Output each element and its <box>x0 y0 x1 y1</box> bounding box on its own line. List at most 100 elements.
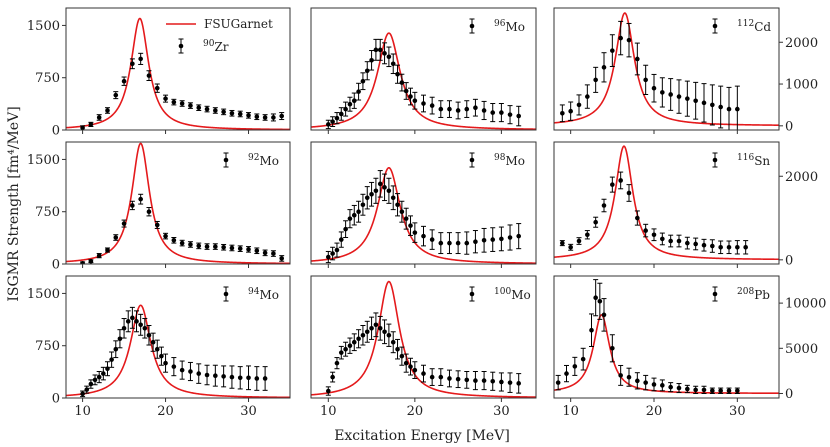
data-point <box>369 316 375 340</box>
data-marker <box>347 216 353 221</box>
data-marker <box>146 332 152 338</box>
data-marker <box>408 223 413 228</box>
data-marker <box>377 181 383 187</box>
data-marker <box>499 379 504 385</box>
data-point <box>403 82 409 100</box>
data-marker <box>601 65 607 70</box>
data-point <box>412 361 418 379</box>
legend-data-marker <box>712 23 718 29</box>
x-tick-label: 20 <box>157 404 174 419</box>
legend-data-marker <box>469 157 475 163</box>
data-marker <box>481 108 487 113</box>
data-marker <box>134 319 139 324</box>
data-marker <box>213 244 218 249</box>
data-marker <box>96 253 102 258</box>
data-marker <box>676 385 682 391</box>
data-point <box>709 387 715 394</box>
data-marker <box>196 105 202 110</box>
data-point <box>179 239 185 247</box>
data-marker <box>80 125 85 130</box>
data-point <box>146 207 152 217</box>
data-point <box>421 225 426 247</box>
data-point <box>129 306 135 329</box>
data-marker <box>159 353 164 359</box>
data-point <box>408 215 414 236</box>
data-marker <box>96 115 102 120</box>
data-point <box>734 240 740 255</box>
data-point <box>351 204 357 226</box>
data-point <box>96 114 102 121</box>
data-point <box>171 237 177 244</box>
data-point <box>254 113 260 121</box>
data-marker <box>516 113 521 119</box>
data-point <box>351 92 357 109</box>
data-point <box>446 100 452 118</box>
data-point <box>246 112 252 119</box>
data-point <box>516 373 522 394</box>
data-marker <box>710 102 715 108</box>
data-marker <box>330 374 335 380</box>
data-point <box>455 370 461 389</box>
data-point <box>351 333 357 352</box>
data-point <box>356 329 362 349</box>
data-point <box>138 313 144 336</box>
data-marker <box>560 240 565 246</box>
data-point <box>88 121 94 128</box>
data-point <box>399 346 405 366</box>
data-marker <box>377 47 383 53</box>
data-point <box>204 105 210 113</box>
data-marker <box>221 374 226 379</box>
data-marker <box>516 381 521 386</box>
data-marker <box>279 113 285 119</box>
data-point <box>609 334 615 363</box>
data-marker <box>229 374 235 380</box>
data-point <box>356 82 362 101</box>
y-tick-label: 10000 <box>785 297 826 312</box>
data-point <box>421 94 426 113</box>
data-marker <box>279 256 285 261</box>
data-marker <box>146 209 152 215</box>
data-point <box>709 239 715 253</box>
nucleus-mass-number: 92 <box>248 153 259 163</box>
data-marker <box>343 106 348 112</box>
data-marker <box>330 251 335 256</box>
data-point <box>429 229 435 250</box>
data-point <box>626 367 632 387</box>
data-marker <box>464 106 470 112</box>
data-marker <box>626 37 632 43</box>
data-point <box>196 104 202 111</box>
data-marker <box>351 339 357 345</box>
data-marker <box>718 244 723 250</box>
data-marker <box>369 191 374 197</box>
data-marker <box>412 98 418 104</box>
legend-nucleus-label: 90Zr <box>203 39 229 54</box>
data-marker <box>347 101 353 107</box>
data-point <box>726 240 732 255</box>
data-marker <box>718 104 723 110</box>
data-point <box>490 227 496 252</box>
legend-nucleus-label: 100Mo <box>494 287 531 302</box>
nucleus-element: Mo <box>259 288 279 302</box>
data-marker <box>179 240 185 246</box>
y-tick-label: 0 <box>52 392 60 407</box>
data-marker <box>125 319 131 324</box>
data-point <box>382 173 388 202</box>
data-marker <box>693 241 698 247</box>
data-point <box>113 340 119 359</box>
data-marker <box>735 106 740 112</box>
y-axis-title: ISGMR Strength [fm⁴/MeV] <box>6 106 22 301</box>
data-point <box>399 73 405 92</box>
data-marker <box>576 102 582 108</box>
data-point <box>347 96 353 112</box>
data-marker <box>685 240 690 246</box>
data-point <box>343 220 349 239</box>
legend-data-marker <box>178 43 184 49</box>
data-point <box>589 313 594 347</box>
data-marker <box>618 178 623 183</box>
data-point <box>187 241 193 248</box>
y-tick-label: 0 <box>785 253 793 268</box>
data-point <box>369 50 375 71</box>
data-point <box>472 371 478 391</box>
data-marker <box>429 374 435 380</box>
y-tick-label: 1500 <box>27 153 60 168</box>
